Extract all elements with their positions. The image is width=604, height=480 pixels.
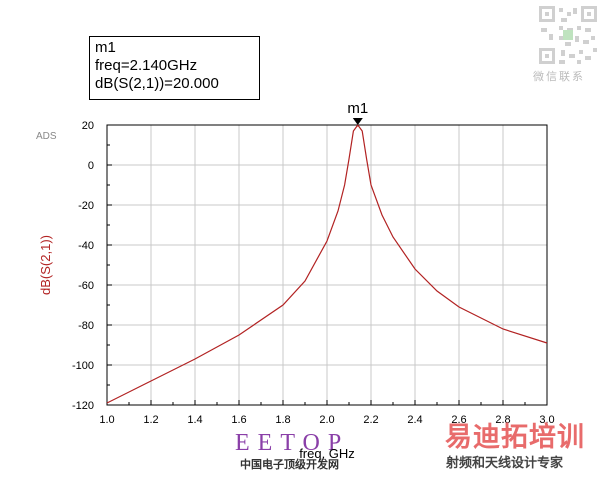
x-tick-label: 2.4 [407, 414, 422, 426]
y-tick-label: -120 [72, 400, 94, 412]
x-tick-label: 2.2 [363, 414, 378, 426]
y-tick-label: -40 [78, 240, 94, 252]
marker-readout-name: m1 [95, 39, 116, 56]
marker-readout-freq: freq=2.140GHz [95, 57, 198, 74]
y-tick-label: 0 [88, 160, 94, 172]
x-tick-labels: 1.0 1.2 1.4 1.6 1.8 2.0 2.2 2.4 2.6 2.8 3.0 [99, 414, 554, 426]
x-tick-label: 1.2 [143, 414, 158, 426]
marker-label: m1 [347, 100, 368, 117]
y-axis-label: dB(S(2,1)) [38, 235, 53, 295]
watermark-cn-title: 易迪拓培训 [445, 422, 585, 452]
x-tick-label: 2.0 [319, 414, 334, 426]
marker-m1[interactable]: m1 [347, 100, 368, 125]
watermark-cn-sub: 射频和天线设计专家 [445, 455, 564, 470]
x-tick-label: 2.8 [495, 414, 510, 426]
software-tag: ADS [36, 131, 57, 142]
y-tick-label: -60 [78, 280, 94, 292]
x-tick-label: 3.0 [539, 414, 554, 426]
y-tick-labels: 20 0 -20 -40 -60 -80 -100 -120 [72, 120, 94, 412]
x-tick-label: 1.4 [187, 414, 202, 426]
grid [107, 125, 547, 405]
y-tick-label: -20 [78, 200, 94, 212]
y-tick-label: -100 [72, 360, 94, 372]
x-tick-label: 1.8 [275, 414, 290, 426]
y-tick-label: 20 [82, 120, 94, 132]
watermark-brand: EETOP [235, 430, 349, 456]
x-tick-label: 2.6 [451, 414, 466, 426]
y-tick-label: -80 [78, 320, 94, 332]
x-axis-label: freq, GHz [299, 446, 355, 461]
marker-triangle-icon[interactable] [352, 118, 363, 125]
qr-code-icon [537, 4, 599, 66]
x-tick-label: 1.6 [231, 414, 246, 426]
series-line-s21 [106, 123, 548, 404]
watermark-brand-sub: 中国电子顶级开发网 [240, 457, 339, 471]
x-tick-label: 1.0 [99, 414, 114, 426]
qr-caption: 微信联系 [533, 70, 585, 83]
marker-readout-box: m1 freq=2.140GHz dB(S(2,1))=20.000 [89, 36, 260, 100]
axis-ticks [106, 124, 548, 406]
marker-readout-value: dB(S(2,1))=20.000 [95, 75, 219, 92]
